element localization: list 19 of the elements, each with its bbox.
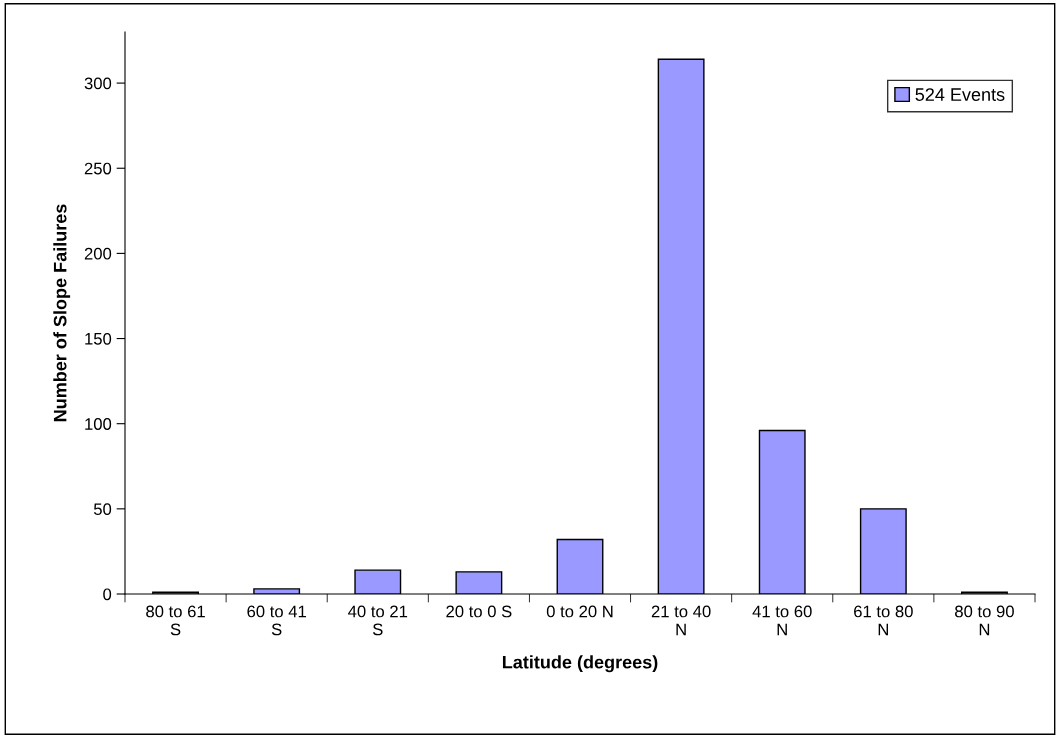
x-tick-label: 41 to 60 N xyxy=(752,605,812,636)
y-tick-label: 300 xyxy=(84,77,112,90)
y-axis-title: Number of Slope Failures xyxy=(53,204,71,422)
x-tick-label: 21 to 40 N xyxy=(651,605,711,636)
x-tick-label: 60 to 41 S xyxy=(247,605,306,636)
y-tick-label: 150 xyxy=(85,332,112,345)
x-axis-title: Latitude (degrees) xyxy=(502,655,658,673)
y-tick-label: 100 xyxy=(85,418,112,430)
y-tick-label: 0 xyxy=(103,588,112,601)
x-tick-label: 0 to 20 N xyxy=(546,605,613,618)
x-tick-label: 80 to 90 N xyxy=(955,605,1014,636)
y-tick-label: 250 xyxy=(84,162,112,175)
x-tick-label: 61 to 80 N xyxy=(854,605,913,636)
x-tick-label: 40 to 21 S xyxy=(348,605,408,636)
y-tick-label: 200 xyxy=(84,247,112,260)
x-tick-label: 80 to 61 S xyxy=(146,605,205,636)
y-tick-label: 50 xyxy=(93,503,112,516)
legend-label: 524 Events xyxy=(915,88,1005,101)
x-tick-label: 20 to 0 S xyxy=(446,605,512,618)
